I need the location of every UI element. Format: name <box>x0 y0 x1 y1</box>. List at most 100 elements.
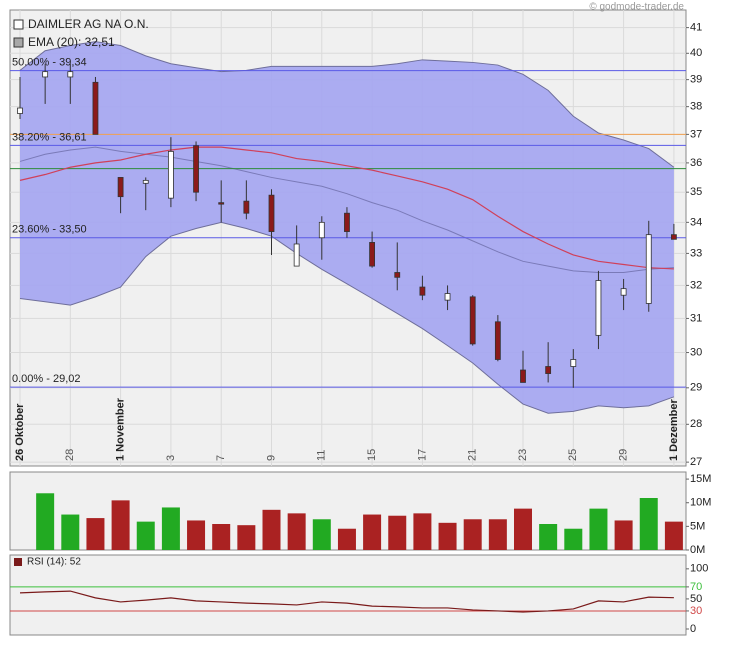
band-middle <box>19 146 674 273</box>
candle-body <box>193 145 199 193</box>
fib-label: 0.00% - 29,02 <box>12 373 81 385</box>
y-tick-label: 40 <box>690 47 702 59</box>
legend-swatch <box>14 558 22 566</box>
legend-label: RSI (14): 52 <box>27 557 81 568</box>
candle-body <box>142 179 149 184</box>
volume-bar <box>262 509 281 550</box>
legend-swatch <box>13 37 24 48</box>
volume-bar <box>337 528 356 550</box>
candle-body <box>520 369 526 383</box>
fib-label: 23.60% - 33,50 <box>12 224 87 236</box>
candle-body <box>17 107 23 114</box>
volume-bar <box>61 514 80 550</box>
volume-bar <box>212 524 231 550</box>
candle-body <box>419 286 426 296</box>
y-tick-label: 31 <box>690 312 702 324</box>
volume-bar <box>539 524 558 550</box>
y-tick-label: 32 <box>690 279 702 291</box>
volume-bar <box>187 520 206 550</box>
y-tick-label: 36 <box>690 157 702 169</box>
volume-bar <box>111 500 130 550</box>
volume-bar <box>664 521 683 550</box>
candle-body <box>167 150 174 199</box>
y-tick-label: 28 <box>690 418 702 430</box>
candle-body <box>394 272 401 278</box>
y-tick-label: 30 <box>690 346 702 358</box>
legend-label: DAIMLER AG NA O.N. <box>28 17 149 31</box>
candle-body <box>318 221 325 239</box>
x-tick-label: 21 <box>467 449 479 461</box>
candle-body <box>243 200 250 214</box>
legend-label: EMA (20): 32,51 <box>28 35 115 49</box>
x-tick-label: 23 <box>517 449 529 461</box>
x-tick-label: 28 <box>64 449 76 461</box>
volume-bar <box>564 528 583 550</box>
candle-body <box>42 71 49 78</box>
candle-body <box>620 288 627 296</box>
y-tick-label: 0M <box>690 544 705 556</box>
fib-label: 38.20% - 36,61 <box>12 131 87 143</box>
x-tick-label: 1 Dezember <box>668 399 680 461</box>
candle-body <box>218 202 225 205</box>
watermark: © godmode-trader.de <box>589 2 684 13</box>
band-upper <box>19 41 675 168</box>
candle-body <box>369 242 376 267</box>
candle-body <box>67 71 74 78</box>
volume-bar <box>639 498 658 550</box>
legend-swatch <box>13 19 24 30</box>
y-tick-label: 15M <box>690 473 711 485</box>
y-tick-label: 33 <box>690 247 702 259</box>
candle-body <box>469 296 476 345</box>
y-tick-label: 10M <box>690 497 711 509</box>
rsi-line <box>19 590 674 613</box>
volume-bar <box>136 521 155 550</box>
y-tick-label: 29 <box>690 382 702 394</box>
volume-bar <box>161 507 180 550</box>
y-tick-label: 34 <box>690 216 702 228</box>
y-tick-label: 41 <box>690 22 702 34</box>
volume-bar <box>514 508 532 550</box>
candle-body <box>444 293 451 301</box>
volume-bar <box>312 519 331 550</box>
fib-label: 50.00% - 39,34 <box>12 57 87 69</box>
x-tick-label: 29 <box>618 449 630 461</box>
ema-line <box>19 146 674 270</box>
y-tick-label: 70 <box>690 581 702 593</box>
candle-body <box>344 212 350 232</box>
y-tick-label: 38 <box>690 101 702 113</box>
volume-bar <box>488 519 507 550</box>
band-lower <box>19 221 675 414</box>
x-tick-label: 9 <box>265 455 277 461</box>
volume-bar <box>614 520 633 550</box>
candle-body <box>494 321 501 360</box>
x-tick-label: 15 <box>366 449 378 461</box>
candle-body <box>268 194 275 232</box>
volume-bar <box>36 493 55 550</box>
candle-body <box>645 234 652 304</box>
x-tick-label: 3 <box>165 455 177 461</box>
y-tick-label: 39 <box>690 74 702 86</box>
y-tick-label: 27 <box>690 456 702 468</box>
candle-body <box>595 280 602 336</box>
rsi-panel <box>9 554 687 636</box>
x-tick-label: 25 <box>567 449 579 461</box>
x-tick-label: 7 <box>215 455 227 461</box>
x-tick-label: 11 <box>316 450 328 461</box>
volume-bar <box>589 508 608 550</box>
y-tick-label: 5M <box>690 520 705 532</box>
x-tick-label: 26 Oktober <box>14 403 26 461</box>
volume-bar <box>388 515 407 550</box>
x-tick-label: 17 <box>416 449 428 461</box>
y-tick-label: 35 <box>690 186 702 198</box>
volume-bar <box>463 519 482 550</box>
y-tick-label: 37 <box>690 128 702 140</box>
candle-body <box>570 359 577 367</box>
x-tick-label: 1 November <box>115 397 127 461</box>
y-tick-label: 50 <box>690 593 702 605</box>
candle-body <box>92 81 99 135</box>
y-tick-label: 30 <box>690 605 702 617</box>
y-tick-label: 100 <box>690 563 708 575</box>
candle-body <box>293 243 300 267</box>
volume-bar <box>363 514 382 550</box>
